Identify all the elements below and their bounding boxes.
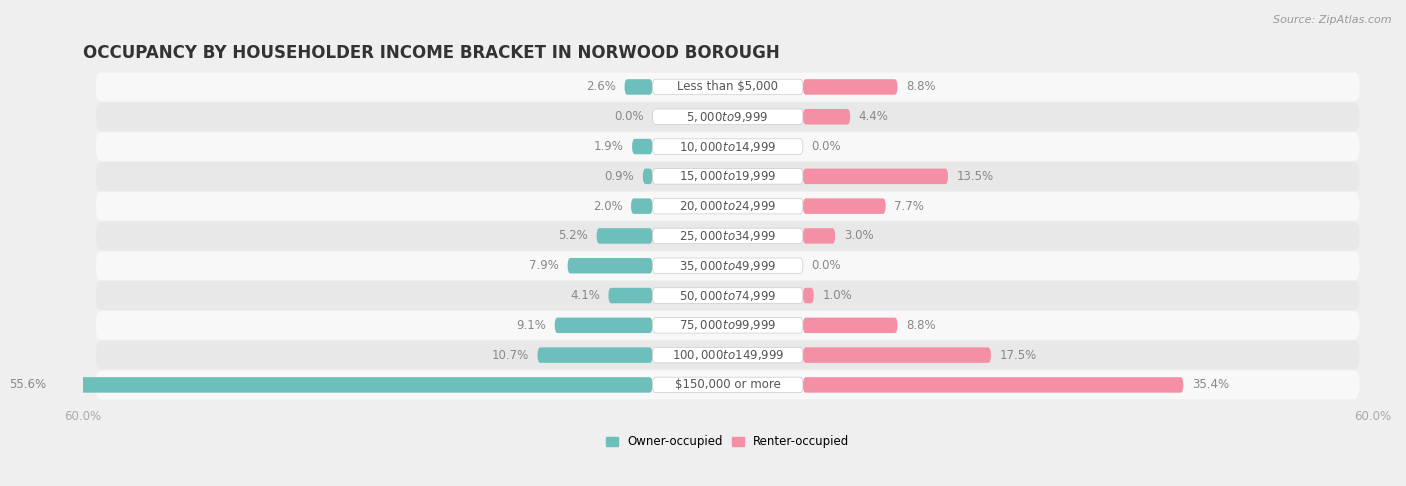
Text: $150,000 or more: $150,000 or more [675, 379, 780, 391]
Text: $10,000 to $14,999: $10,000 to $14,999 [679, 139, 776, 154]
FancyBboxPatch shape [803, 198, 886, 214]
FancyBboxPatch shape [652, 139, 803, 154]
FancyBboxPatch shape [96, 72, 1360, 101]
FancyBboxPatch shape [803, 288, 814, 303]
FancyBboxPatch shape [631, 198, 652, 214]
FancyBboxPatch shape [652, 347, 803, 363]
FancyBboxPatch shape [96, 192, 1360, 221]
FancyBboxPatch shape [652, 288, 803, 303]
Text: 55.6%: 55.6% [10, 379, 46, 391]
FancyBboxPatch shape [803, 317, 897, 333]
Text: 5.2%: 5.2% [558, 229, 588, 243]
Text: 9.1%: 9.1% [516, 319, 546, 332]
FancyBboxPatch shape [803, 228, 835, 243]
Text: OCCUPANCY BY HOUSEHOLDER INCOME BRACKET IN NORWOOD BOROUGH: OCCUPANCY BY HOUSEHOLDER INCOME BRACKET … [83, 44, 780, 62]
FancyBboxPatch shape [96, 341, 1360, 369]
Text: 1.9%: 1.9% [593, 140, 623, 153]
Text: $50,000 to $74,999: $50,000 to $74,999 [679, 289, 776, 302]
FancyBboxPatch shape [96, 162, 1360, 191]
Text: $75,000 to $99,999: $75,000 to $99,999 [679, 318, 776, 332]
Text: Less than $5,000: Less than $5,000 [678, 81, 778, 93]
Text: $25,000 to $34,999: $25,000 to $34,999 [679, 229, 776, 243]
Text: 7.9%: 7.9% [529, 259, 560, 272]
Text: 17.5%: 17.5% [1000, 348, 1036, 362]
FancyBboxPatch shape [96, 251, 1360, 280]
Text: 0.9%: 0.9% [605, 170, 634, 183]
FancyBboxPatch shape [555, 317, 652, 333]
FancyBboxPatch shape [96, 132, 1360, 161]
FancyBboxPatch shape [803, 79, 897, 95]
FancyBboxPatch shape [803, 347, 991, 363]
Text: $20,000 to $24,999: $20,000 to $24,999 [679, 199, 776, 213]
Text: 8.8%: 8.8% [905, 81, 936, 93]
Text: 4.4%: 4.4% [859, 110, 889, 123]
FancyBboxPatch shape [803, 169, 948, 184]
Text: 0.0%: 0.0% [614, 110, 644, 123]
FancyBboxPatch shape [652, 109, 803, 124]
Text: $15,000 to $19,999: $15,000 to $19,999 [679, 169, 776, 183]
FancyBboxPatch shape [652, 258, 803, 274]
Text: 2.6%: 2.6% [586, 81, 616, 93]
FancyBboxPatch shape [624, 79, 652, 95]
Text: 3.0%: 3.0% [844, 229, 873, 243]
FancyBboxPatch shape [803, 109, 851, 124]
Text: 10.7%: 10.7% [492, 348, 529, 362]
Text: 0.0%: 0.0% [811, 259, 841, 272]
Text: $5,000 to $9,999: $5,000 to $9,999 [686, 110, 769, 124]
Text: 13.5%: 13.5% [956, 170, 994, 183]
Text: 4.1%: 4.1% [569, 289, 600, 302]
FancyBboxPatch shape [652, 79, 803, 95]
FancyBboxPatch shape [96, 222, 1360, 250]
FancyBboxPatch shape [633, 139, 652, 154]
Text: 7.7%: 7.7% [894, 200, 924, 213]
FancyBboxPatch shape [537, 347, 652, 363]
FancyBboxPatch shape [596, 228, 652, 243]
Text: 0.0%: 0.0% [811, 140, 841, 153]
FancyBboxPatch shape [609, 288, 652, 303]
FancyBboxPatch shape [652, 317, 803, 333]
FancyBboxPatch shape [96, 103, 1360, 131]
FancyBboxPatch shape [643, 169, 652, 184]
Text: $35,000 to $49,999: $35,000 to $49,999 [679, 259, 776, 273]
FancyBboxPatch shape [803, 377, 1184, 393]
FancyBboxPatch shape [96, 371, 1360, 399]
FancyBboxPatch shape [652, 198, 803, 214]
Text: 8.8%: 8.8% [905, 319, 936, 332]
Legend: Owner-occupied, Renter-occupied: Owner-occupied, Renter-occupied [602, 431, 855, 453]
Text: 2.0%: 2.0% [593, 200, 623, 213]
Text: $100,000 to $149,999: $100,000 to $149,999 [672, 348, 785, 362]
FancyBboxPatch shape [652, 169, 803, 184]
FancyBboxPatch shape [96, 311, 1360, 340]
FancyBboxPatch shape [96, 281, 1360, 310]
FancyBboxPatch shape [55, 377, 652, 393]
Text: 35.4%: 35.4% [1192, 379, 1229, 391]
FancyBboxPatch shape [652, 228, 803, 243]
Text: Source: ZipAtlas.com: Source: ZipAtlas.com [1274, 15, 1392, 25]
FancyBboxPatch shape [652, 377, 803, 393]
FancyBboxPatch shape [568, 258, 652, 274]
Text: 1.0%: 1.0% [823, 289, 852, 302]
